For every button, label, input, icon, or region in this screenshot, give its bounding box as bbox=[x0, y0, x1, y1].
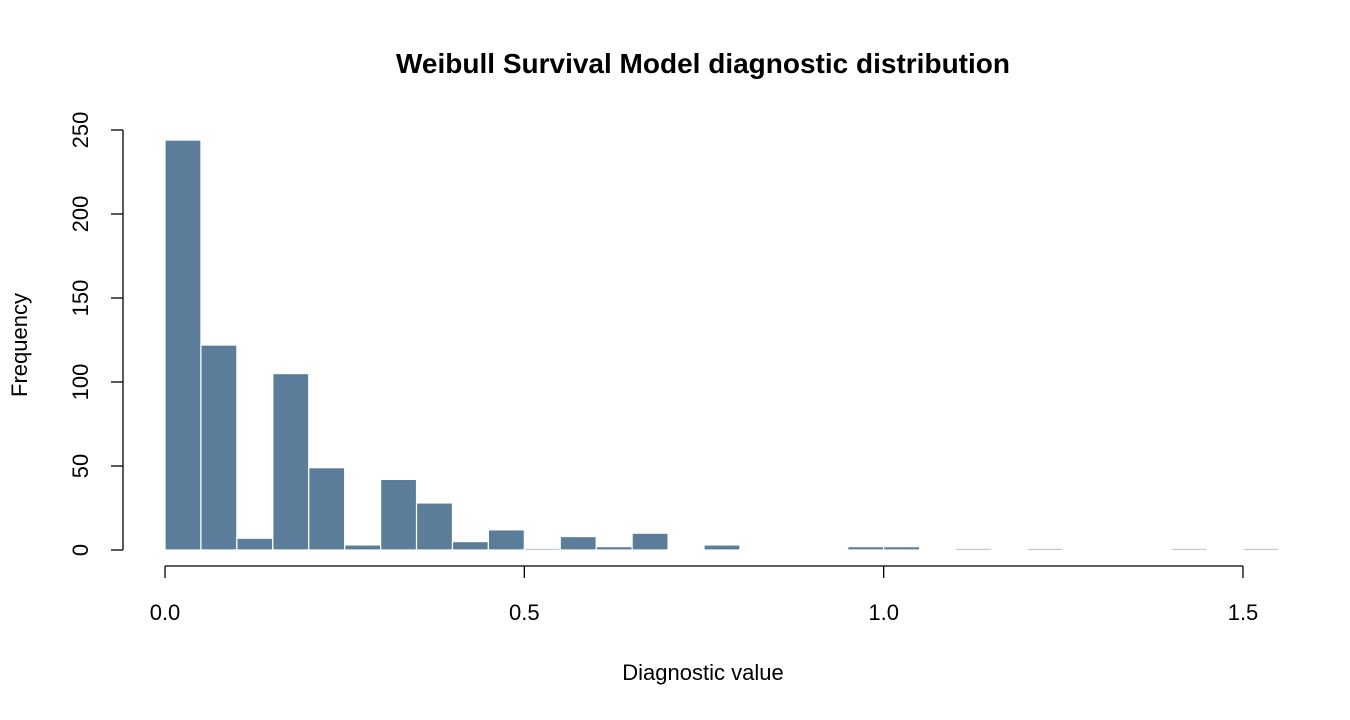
x-tick-label: 1.5 bbox=[1228, 600, 1259, 625]
histogram-bar bbox=[1242, 547, 1280, 551]
histogram-bar bbox=[883, 546, 921, 551]
x-axis: 0.0 0.5 1.0 1.5 bbox=[150, 565, 1259, 625]
histogram-bar bbox=[559, 535, 597, 551]
histogram-bar bbox=[236, 537, 274, 551]
histogram-bar bbox=[344, 544, 382, 551]
histogram-bar bbox=[954, 547, 993, 551]
y-tick-label: 200 bbox=[68, 196, 93, 233]
histogram-bar bbox=[272, 373, 310, 551]
x-tick-label: 1.0 bbox=[868, 600, 899, 625]
histogram-bar bbox=[1026, 547, 1064, 551]
histogram-bar bbox=[200, 344, 238, 551]
x-tick-label: 0.0 bbox=[150, 600, 181, 625]
histogram-bar bbox=[631, 532, 669, 551]
histogram-bar bbox=[703, 544, 741, 551]
histogram-bar bbox=[487, 529, 525, 551]
y-tick-label: 100 bbox=[68, 364, 93, 401]
histogram-bar bbox=[1170, 547, 1208, 551]
y-axis-label: Frequency bbox=[7, 293, 32, 397]
histogram-bar bbox=[451, 540, 490, 551]
bars-group bbox=[164, 139, 1280, 551]
x-axis-label: Diagnostic value bbox=[622, 660, 783, 685]
y-tick-label: 50 bbox=[68, 454, 93, 478]
y-tick-label: 250 bbox=[68, 112, 93, 149]
histogram-bar bbox=[164, 139, 202, 551]
histogram-bar bbox=[595, 546, 633, 551]
histogram-bar bbox=[523, 547, 561, 551]
y-axis: 0 50 100 150 200 250 bbox=[68, 112, 124, 556]
y-tick-label: 0 bbox=[68, 544, 93, 556]
x-tick-label: 0.5 bbox=[509, 600, 540, 625]
histogram-bar bbox=[847, 546, 885, 551]
y-tick-label: 150 bbox=[68, 280, 93, 317]
chart-title: Weibull Survival Model diagnostic distri… bbox=[396, 48, 1010, 79]
histogram-bar bbox=[308, 467, 346, 551]
histogram-bar bbox=[380, 478, 418, 551]
histogram-bar bbox=[415, 502, 454, 551]
